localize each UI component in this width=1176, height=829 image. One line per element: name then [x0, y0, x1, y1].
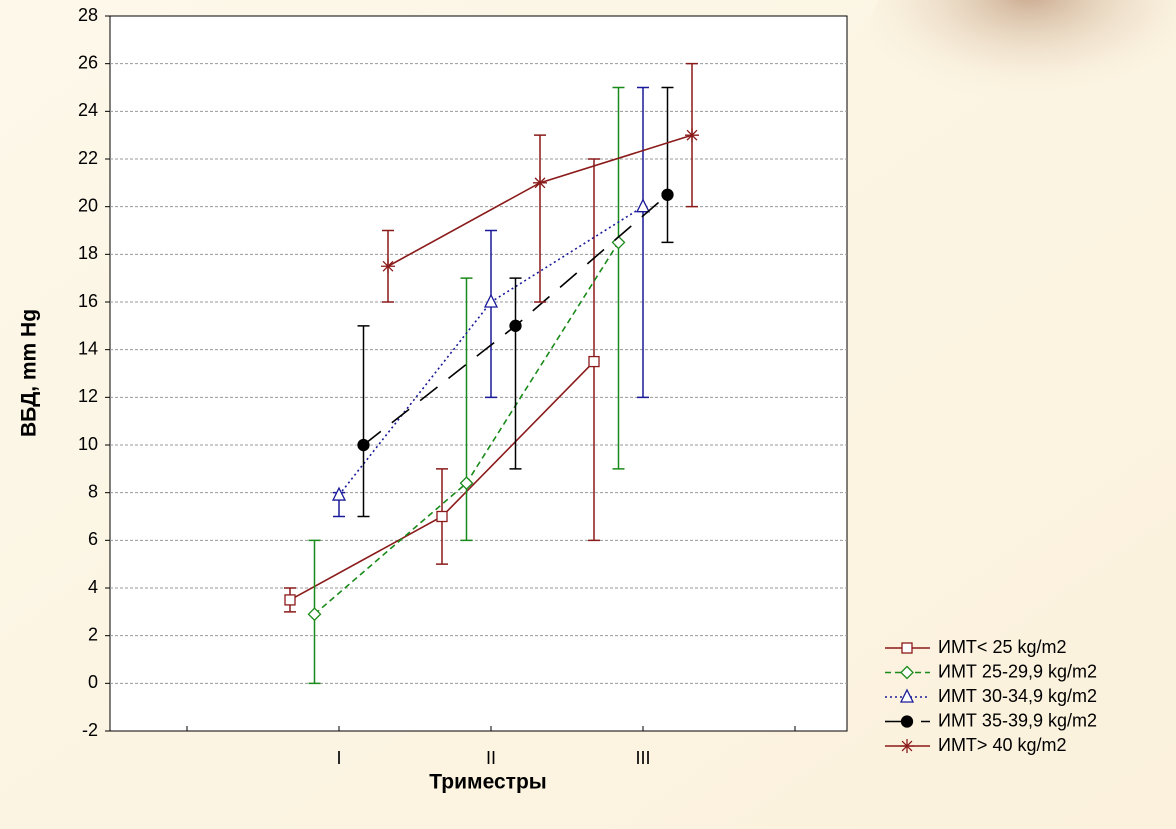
y-tick-label: 6	[88, 529, 98, 549]
data-point	[436, 510, 448, 523]
legend-label: ИМТ 35-39,9 kg/m2	[938, 710, 1097, 730]
data-point	[635, 198, 651, 213]
legend-marker	[899, 688, 915, 703]
y-tick-label: 18	[78, 243, 98, 263]
data-point	[509, 319, 522, 332]
y-tick-label: 26	[78, 52, 98, 72]
data-point	[381, 259, 395, 274]
error-bar	[612, 86, 625, 470]
y-tick-label: 8	[88, 481, 98, 501]
error-bar	[485, 229, 497, 399]
legend-marker	[900, 665, 914, 680]
x-tick-label: III	[635, 748, 650, 768]
legend-label: ИМТ 25-29,9 kg/m2	[938, 661, 1097, 681]
legend-label: ИМТ< 25 kg/m2	[938, 637, 1066, 657]
data-point	[588, 355, 600, 368]
y-axis-label: ВБД, mm Hg	[18, 309, 41, 437]
y-tick-label: 14	[78, 338, 98, 358]
y-tick-label: -2	[82, 720, 98, 740]
y-tick-label: 16	[78, 291, 98, 311]
data-point	[533, 175, 547, 190]
data-point	[331, 486, 347, 501]
data-point	[307, 607, 322, 622]
decoration	[870, 0, 1176, 120]
legend-marker	[900, 739, 914, 753]
data-point	[357, 438, 370, 452]
x-axis-label: Триместры	[429, 771, 546, 794]
data-point	[685, 128, 699, 143]
data-point	[284, 594, 296, 606]
error-bar	[357, 325, 370, 518]
y-tick-label: 10	[78, 434, 98, 454]
data-point	[483, 293, 499, 308]
error-bar	[509, 277, 522, 470]
error-bar	[460, 277, 473, 542]
legend-marker	[900, 715, 914, 728]
data-point	[661, 188, 674, 201]
error-bar	[588, 158, 600, 542]
error-bar	[534, 134, 546, 303]
plot-area	[109, 15, 848, 732]
y-tick-label: 28	[78, 5, 98, 25]
y-tick-label: 22	[78, 148, 98, 168]
y-tick-label: 4	[88, 577, 98, 597]
x-tick-label: I	[336, 748, 341, 768]
legend-label: ИМТ> 40 kg/m2	[938, 735, 1066, 755]
x-tick-label: II	[486, 748, 496, 768]
y-tick-label: 24	[78, 100, 98, 120]
y-tick-label: 20	[78, 195, 98, 215]
error-bar	[637, 86, 649, 399]
y-tick-label: 2	[88, 624, 98, 644]
legend-label: ИМТ 30-34,9 kg/m2	[938, 686, 1097, 706]
error-bar	[661, 86, 674, 244]
y-tick-label: 12	[78, 386, 98, 406]
y-tick-label: 0	[88, 672, 98, 692]
data-point	[459, 476, 474, 491]
legend-marker	[901, 642, 913, 654]
